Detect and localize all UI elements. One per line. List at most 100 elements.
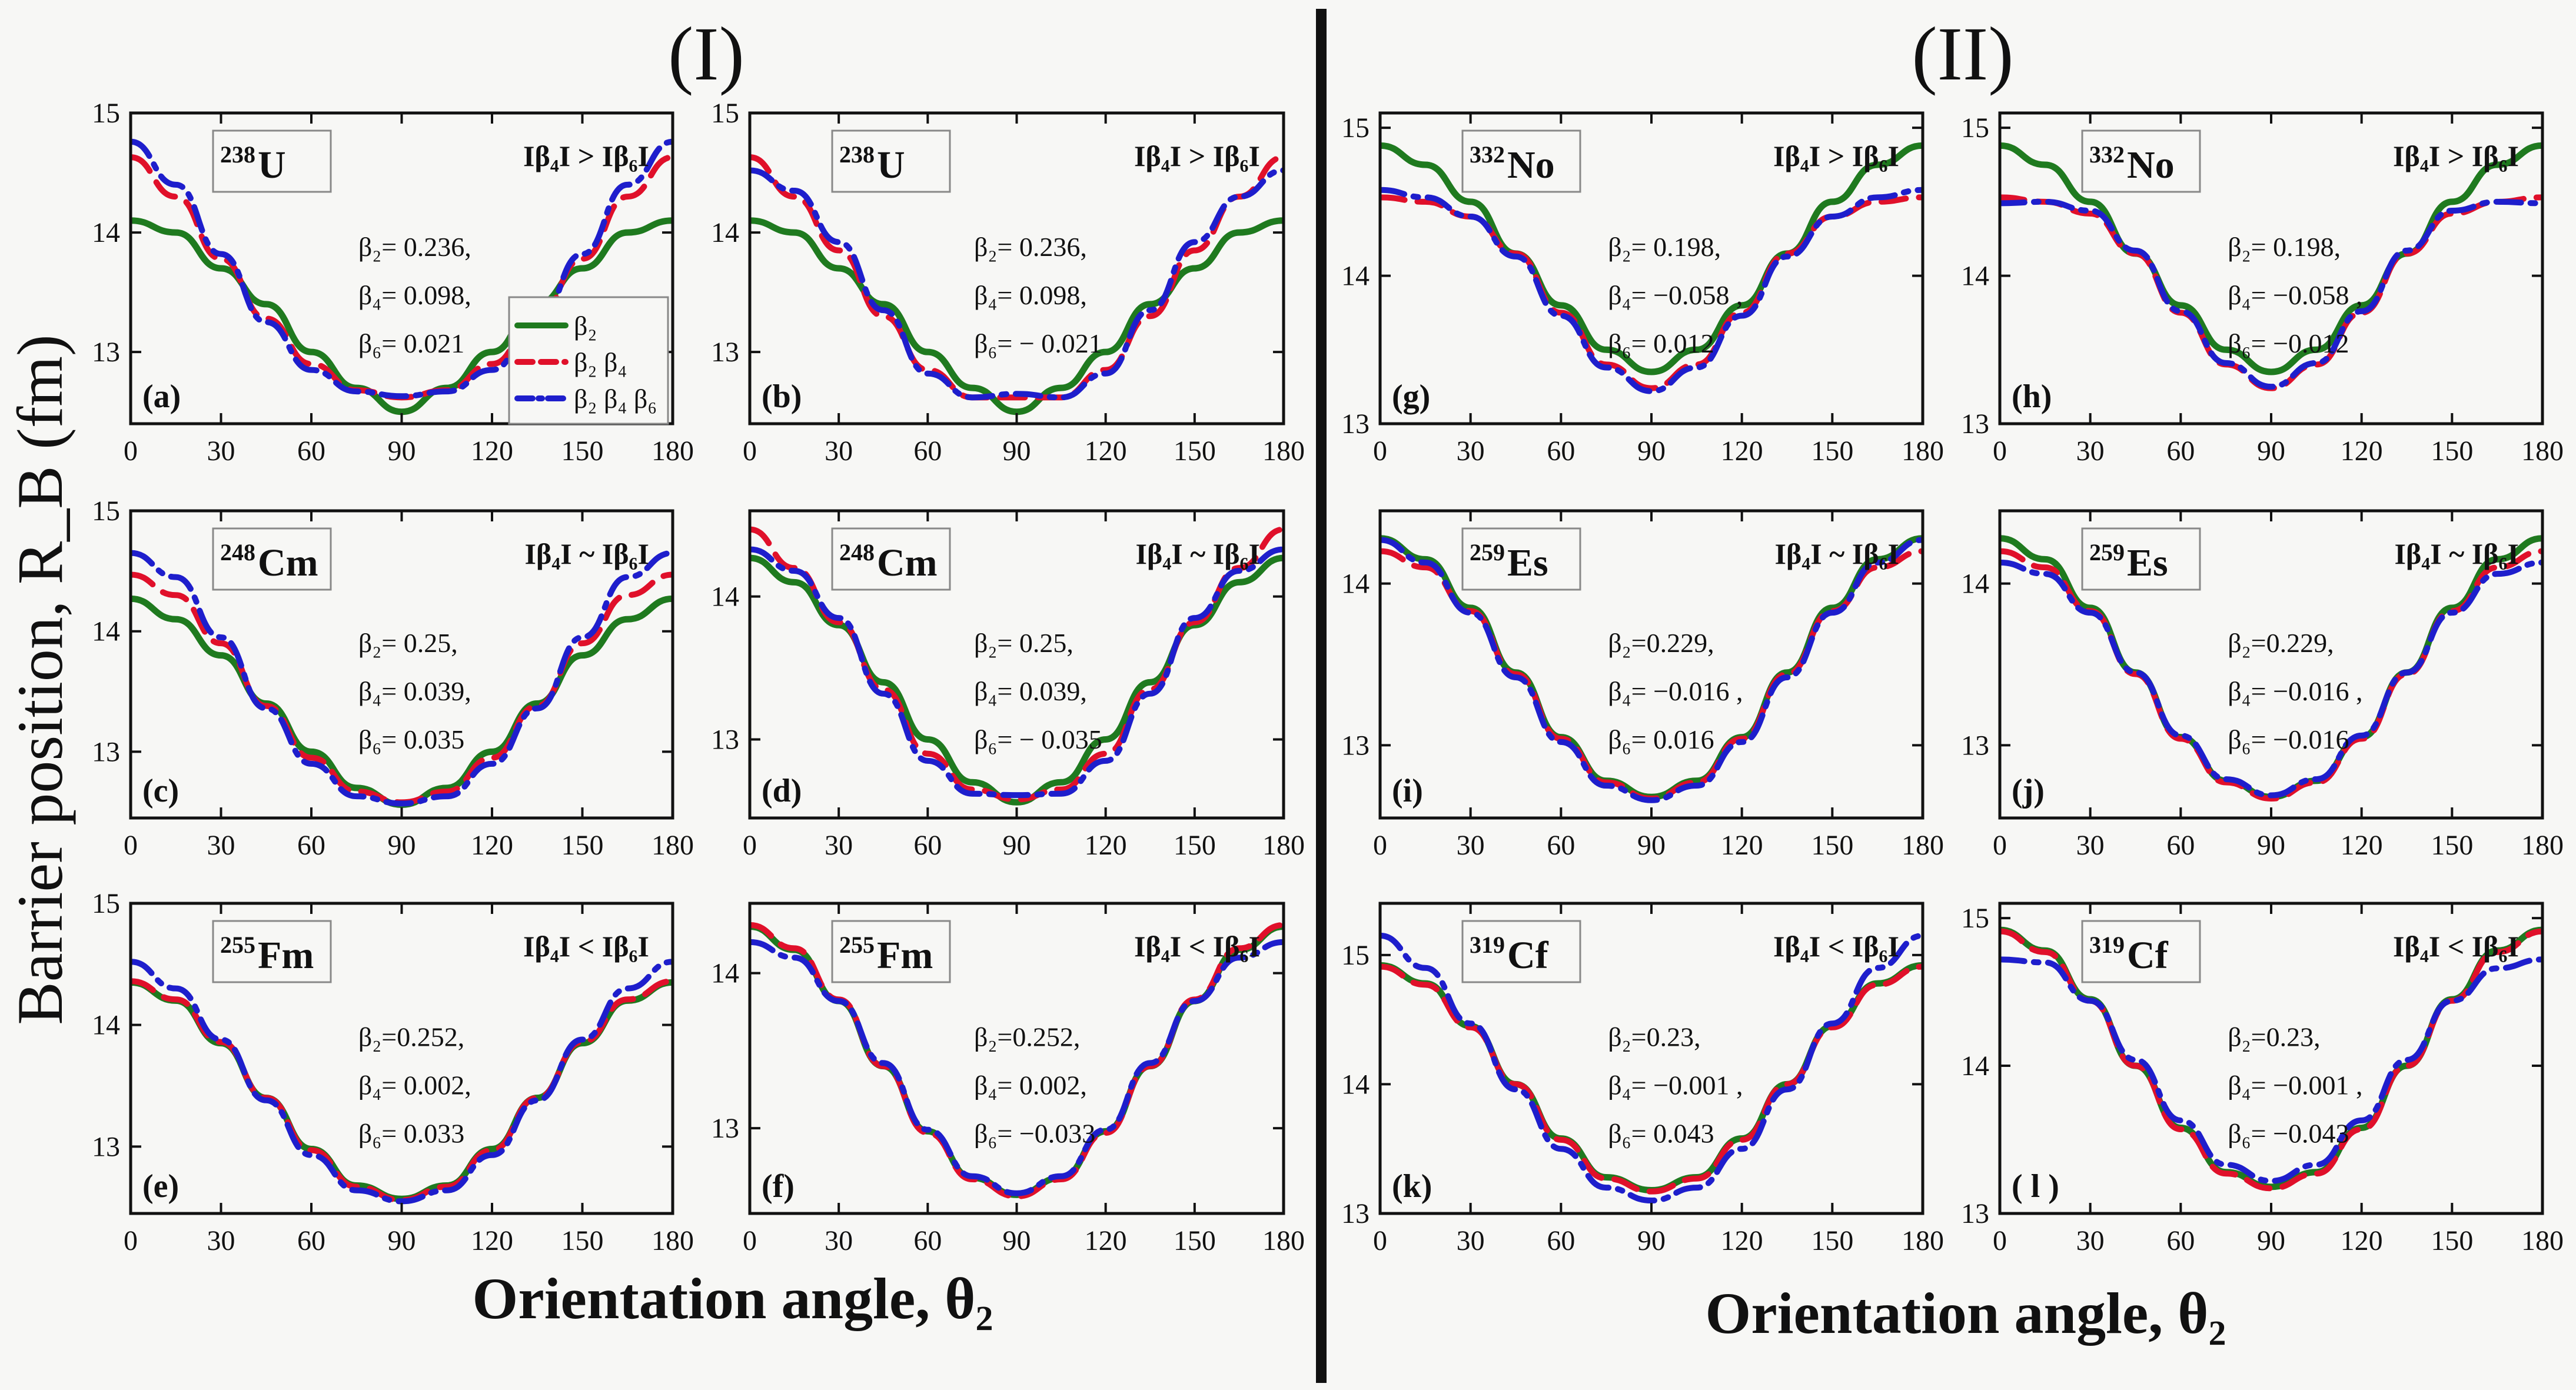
- x-tick-label: 30: [825, 1225, 853, 1256]
- y-axis-label: Barrier position, R_B (fm): [4, 334, 76, 1025]
- x-tick-label: 150: [1811, 435, 1853, 467]
- x-tick-label: 180: [1902, 435, 1944, 467]
- x-tick-label: 0: [124, 435, 138, 467]
- x-tick-label: 30: [825, 435, 853, 467]
- deformation-param: β₄= −0.016 ,: [1608, 676, 1743, 706]
- beta-relation-label: Iβ₄I > Iβ₆I: [2393, 139, 2519, 172]
- y-tick-label: 15: [711, 98, 739, 129]
- series-beta2-beta4-line: [2000, 548, 2542, 802]
- series-beta2-beta4-beta6-line: [750, 546, 1284, 799]
- x-tick-label: 180: [652, 435, 694, 467]
- deformation-param: β₆= 0.012: [1608, 328, 1714, 358]
- x-tick-label: 0: [743, 830, 757, 861]
- beta-relation-label: Iβ₄I ~ Iβ₆I: [2395, 537, 2520, 570]
- nucleus-label: 259Es: [2089, 539, 2168, 584]
- panel-l: 0 30 60 90 120 150 180 13 14 15 ( l ) 319Cf Iβ₄I < I…: [1961, 902, 2564, 1256]
- y-tick-label: 15: [92, 98, 120, 129]
- panel-label: (i): [1392, 773, 1423, 809]
- nucleus-box: [212, 920, 332, 983]
- panel-label: (j): [2012, 773, 2045, 809]
- y-tick-label: 14: [711, 217, 739, 248]
- deformation-param: β₄= 0.039,: [358, 676, 471, 706]
- x-tick-label: 30: [2076, 830, 2105, 861]
- x-tick-label: 150: [1174, 830, 1216, 861]
- x-tick-label: 180: [652, 830, 694, 861]
- legend-entry: β₂ β₄: [574, 347, 627, 377]
- series-beta2-beta4-line: [1380, 963, 1923, 1195]
- x-tick-label: 60: [913, 830, 942, 861]
- deformation-param: β₂= 0.198,: [2228, 232, 2341, 262]
- panel-a: 0 30 60 90 120 150 180 13 14 15 (a) 238U Iβ₄I > Iβ₆I…: [92, 98, 694, 467]
- x-tick-label: 120: [1721, 435, 1763, 467]
- x-tick-label: 180: [1262, 1225, 1305, 1256]
- x-tick-label: 0: [1373, 435, 1387, 467]
- beta-relation-label: Iβ₄I > Iβ₆I: [1134, 139, 1260, 172]
- legend-entry: β₂ β₄ β₆: [574, 384, 657, 414]
- legend-box: [508, 296, 669, 425]
- y-tick-label: 14: [1961, 261, 1989, 292]
- series-beta2-beta4-line: [750, 922, 1284, 1200]
- x-tick-label: 90: [1003, 435, 1031, 467]
- x-tick-label: 60: [2166, 435, 2195, 467]
- y-tick-label: 15: [92, 496, 120, 527]
- deformation-param: β₂= 0.236,: [358, 232, 471, 262]
- y-tick-label: 14: [1961, 1050, 1989, 1082]
- beta-relation-label: Iβ₄I < Iβ₆I: [2393, 930, 2519, 963]
- panel-k: 0 30 60 90 120 150 180 13 14 15 (k) 319Cf Iβ₄I < Iβ₆…: [1341, 902, 1944, 1256]
- nucleus-label: 319Cf: [2089, 932, 2169, 977]
- x-axis-label-II: Orientation angle, θ₂: [1706, 1281, 2226, 1346]
- deformation-param: β₄= 0.002,: [358, 1070, 471, 1100]
- series-beta2-line: [131, 217, 673, 415]
- deformation-param: β₂= 0.236,: [974, 232, 1087, 262]
- series-beta2-beta4-line: [750, 154, 1284, 401]
- nucleus-box: [2081, 129, 2201, 193]
- nucleus-label: 248Cm: [220, 539, 318, 584]
- x-tick-label: 60: [1547, 1225, 1575, 1256]
- y-tick-label: 15: [1341, 112, 1370, 144]
- y-tick-label: 13: [1341, 1198, 1370, 1229]
- panel-label: (h): [2012, 378, 2052, 415]
- nucleus-box: [1461, 129, 1581, 193]
- y-tick-label: 13: [92, 337, 120, 368]
- nucleus-box: [212, 129, 332, 193]
- x-tick-label: 0: [1373, 1225, 1387, 1256]
- y-tick-label: 13: [92, 1131, 120, 1162]
- deformation-param: β₂=0.252,: [974, 1022, 1080, 1052]
- x-tick-label: 90: [388, 830, 416, 861]
- deformation-param: β₄= −0.058 ,: [2228, 280, 2362, 310]
- deformation-param: β₂=0.252,: [358, 1022, 464, 1052]
- x-tick-label: 0: [1993, 435, 2007, 467]
- x-tick-label: 90: [2257, 830, 2285, 861]
- nucleus-label: 255Fm: [839, 932, 933, 977]
- y-tick-label: 13: [711, 724, 739, 755]
- y-tick-label: 14: [1341, 261, 1370, 292]
- x-tick-label: 60: [297, 435, 325, 467]
- panel-e: 0 30 60 90 120 150 180 13 14 15 (e) 255Fm Iβ₄I < Iβ₆…: [92, 888, 694, 1256]
- deformation-param: β₄= −0.001 ,: [1608, 1070, 1743, 1100]
- nucleus-label: 255Fm: [220, 932, 314, 977]
- deformation-param: β₆= 0.016: [1608, 724, 1714, 754]
- group-label-I: (I): [668, 12, 744, 97]
- beta-relation-label: Iβ₄I < Iβ₆I: [1773, 930, 1899, 963]
- nucleus-label: 332No: [1470, 141, 1555, 187]
- series-beta2-beta4-beta6-line: [1380, 537, 1923, 803]
- x-tick-label: 150: [1174, 1225, 1216, 1256]
- x-tick-label: 60: [1547, 435, 1575, 467]
- panel-c: 0 30 60 90 120 150 180 13 14 15 (c) 248Cm Iβ₄I ~ Iβ₆…: [92, 496, 694, 861]
- x-tick-label: 30: [207, 830, 235, 861]
- x-tick-label: 60: [913, 435, 942, 467]
- nucleus-label: 248Cm: [839, 539, 938, 584]
- x-tick-label: 30: [1457, 830, 1485, 861]
- series-beta2-beta4-beta6-line: [131, 138, 673, 400]
- y-tick-label: 13: [711, 337, 739, 368]
- nucleus-box: [2081, 527, 2201, 591]
- series-beta2-beta4-beta6-line: [750, 167, 1284, 401]
- nucleus-box: [1461, 920, 1581, 983]
- nucleus-box: [831, 920, 951, 983]
- x-tick-label: 120: [2341, 1225, 2383, 1256]
- x-tick-label: 120: [471, 435, 513, 467]
- deformation-param: β₆= −0.043: [2228, 1118, 2349, 1148]
- panel-i: 0 30 60 90 120 150 180 13 14 (i) 259Es Iβ₄I ~ Iβ₆I β…: [1341, 509, 1944, 861]
- beta-relation-label: Iβ₄I ~ Iβ₆I: [1136, 537, 1261, 570]
